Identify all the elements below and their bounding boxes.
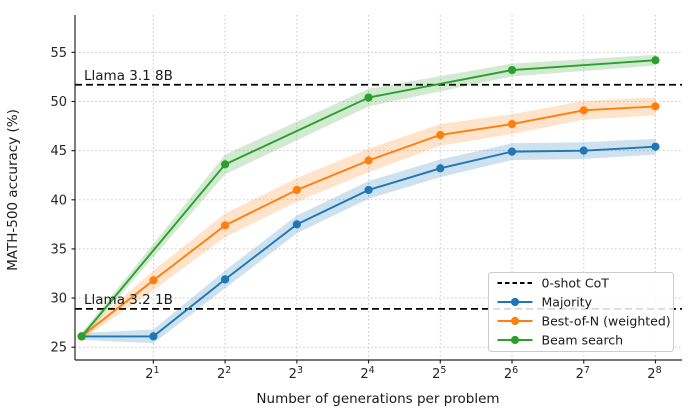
data-point-best-of-n-weighted- <box>507 120 517 129</box>
x-tick-label: 25 <box>432 365 446 382</box>
data-point-best-of-n-weighted- <box>292 185 301 195</box>
y-tick-label: 55 <box>50 46 67 61</box>
legend-label: Majority <box>542 295 593 310</box>
y-tick-label: 40 <box>50 193 67 208</box>
x-axis-label: Number of generations per problem <box>256 391 499 407</box>
legend-label: Beam search <box>542 333 624 348</box>
legend-entry-majority: Majority <box>497 295 593 310</box>
legend-entry-0-shot-cot: 0-shot CoT <box>497 276 610 291</box>
legend-label: 0-shot CoT <box>542 276 610 291</box>
data-point-best-of-n-weighted- <box>149 276 158 285</box>
data-point-beam-search <box>507 65 517 75</box>
legend-marker <box>510 297 520 307</box>
gridlines <box>75 15 682 360</box>
data-point-beam-search <box>364 93 373 102</box>
y-tick-label: 45 <box>50 144 67 159</box>
legend-entry-beam-search: Beam search <box>497 333 624 348</box>
baseline-label-llama-3-2-1b: Llama 3.2 1B <box>84 292 173 308</box>
x-tick-label: 23 <box>289 365 303 382</box>
y-tick-label: 30 <box>50 292 67 307</box>
y-axis-label: MATH-500 accuracy (%) <box>5 109 21 271</box>
baseline-label-llama-3-1-8b: Llama 3.1 8B <box>84 68 173 84</box>
data-point-beam-search <box>651 56 660 65</box>
x-tick-label: 27 <box>576 365 590 382</box>
data-point-best-of-n-weighted- <box>651 102 660 111</box>
chart-plot-area: 25 30 35 40 45 50 55 21 22 23 24 25 26 27 28 0-shot CoT… <box>50 15 682 382</box>
x-tick-label: 24 <box>360 365 374 382</box>
x-tick-label: 21 <box>145 365 159 382</box>
y-tick-label: 35 <box>50 242 67 257</box>
data-point-majority <box>436 164 445 173</box>
legend-entry-best-of-n-weighted-: Best-of-N (weighted) <box>497 314 671 329</box>
y-tick-label: 50 <box>50 95 67 110</box>
data-point-majority <box>364 185 373 195</box>
data-point-majority <box>221 275 230 284</box>
y-tick-label: 25 <box>50 341 67 356</box>
data-point-beam-search <box>77 332 86 341</box>
legend: 0-shot CoT Majority Best-of-N (weighted) Be… <box>488 272 674 352</box>
data-point-majority <box>149 332 158 341</box>
x-tick-label: 28 <box>647 365 661 382</box>
legend-box <box>488 272 674 352</box>
data-point-best-of-n-weighted- <box>579 106 588 115</box>
series-best-of-n-weighted- <box>77 102 660 341</box>
legend-label: Best-of-N (weighted) <box>542 314 671 329</box>
data-point-best-of-n-weighted- <box>436 130 445 140</box>
data-point-majority <box>292 220 301 229</box>
data-point-best-of-n-weighted- <box>364 156 373 165</box>
legend-marker <box>510 316 520 326</box>
data-point-best-of-n-weighted- <box>221 221 230 230</box>
legend-marker <box>510 335 520 345</box>
data-point-majority <box>579 146 588 155</box>
series-beam-search <box>77 56 660 341</box>
data-point-beam-search <box>221 160 230 169</box>
data-point-majority <box>507 147 517 156</box>
axes: 25 30 35 40 45 50 55 21 22 23 24 25 26 27 28 <box>50 15 682 382</box>
data-point-majority <box>651 142 660 151</box>
x-tick-label: 22 <box>217 365 231 382</box>
x-tick-label: 26 <box>504 365 518 382</box>
